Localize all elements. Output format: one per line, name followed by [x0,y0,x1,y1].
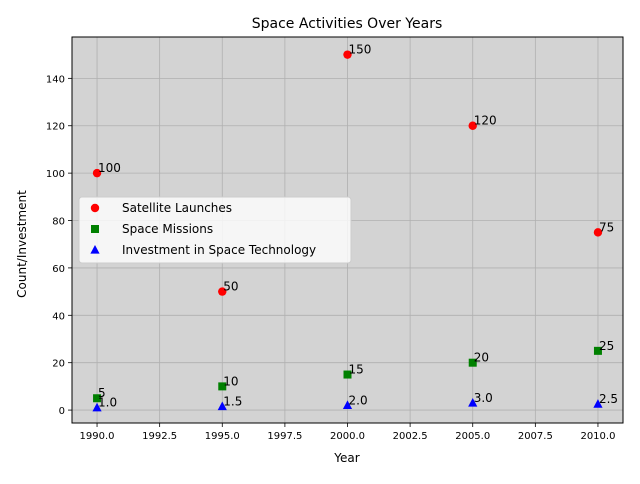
data-label: 50 [223,280,238,294]
x-tick-label: 2010.0 [580,431,615,442]
data-label: 15 [349,363,364,377]
y-tick-label: 60 [52,264,65,275]
legend-marker-circle [90,203,100,213]
data-point-square [343,370,352,379]
data-label: 75 [599,220,614,234]
y-tick-label: 100 [46,169,65,180]
x-axis-label: Year [333,451,359,465]
data-point-circle [92,168,102,178]
axis-ticks: 1990.0 1992.5 1995.0 1997.5 2000.0 2002.5 2005… [46,74,616,442]
grid-lines [72,37,623,423]
y-tick-label: 40 [52,311,65,322]
x-tick-label: 2007.5 [518,431,553,442]
legend-box [78,196,352,264]
legend: Satellite Launches Space Missions Investme… [78,196,352,264]
data-point-triangle [92,402,102,412]
data-point-triangle [468,397,478,407]
y-axis-label: Count/Investment [15,190,29,298]
y-tick-label: 20 [52,359,65,370]
legend-label: Space Missions [122,222,213,236]
data-label: 25 [599,339,614,353]
data-point-circle [468,121,477,130]
data-point-square [468,358,477,367]
data-point-circle [218,287,227,296]
data-label: 150 [349,43,372,57]
data-label: 20 [474,351,489,365]
data-label: 10 [223,374,238,388]
x-tick-label: 1992.5 [142,431,177,442]
data-point-circle [343,50,352,59]
x-tick-label: 1997.5 [267,431,302,442]
data-point-square [93,394,102,403]
data-labels: 100 50 150 120 75 5 10 15 20 25 1.0 1.5 2.0 3.0 2.5 [98,43,618,410]
x-tick-label: 1990.0 [80,431,115,442]
plot-frame [71,36,624,424]
data-point-square [593,346,602,355]
chart-title: Space Activities Over Years [252,16,443,32]
legend-label: Investment in Space Technology [122,243,316,257]
x-tick-label: 2005.0 [455,431,490,442]
legend-label: Satellite Launches [122,201,232,215]
legend-marker-triangle [90,245,100,254]
legend-marker-square [91,225,99,233]
data-label: 120 [474,114,497,128]
data-label: 2.5 [599,392,618,406]
data-point-triangle [342,400,353,409]
data-point-square [218,382,227,391]
data-label: 3.0 [474,391,493,405]
data-point-circle [593,228,603,237]
data-point-triangle [217,401,227,411]
y-tick-label: 80 [52,217,65,228]
x-tick-label: 1995.0 [205,431,240,442]
data-label: 100 [98,161,121,175]
data-label: 1.5 [223,395,242,409]
data-label: 1.0 [98,396,117,410]
y-tick-label: 0 [59,406,65,417]
data-point-triangle [593,399,603,408]
data-points [92,50,603,412]
data-label: 2.0 [349,393,368,407]
x-tick-label: 2000.0 [330,431,365,442]
x-tick-label: 2002.5 [393,431,428,442]
y-tick-label: 140 [46,74,65,85]
data-label: 5 [98,386,106,400]
y-tick-label: 120 [46,122,65,133]
